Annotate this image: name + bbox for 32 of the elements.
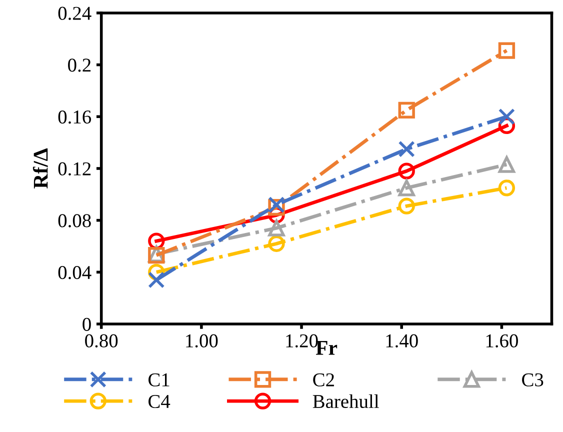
point	[148, 272, 165, 288]
y-tick-label: 0.08	[58, 214, 91, 228]
y-tick-label: 0.16	[58, 110, 92, 124]
x-tick-label: 0.80	[85, 334, 118, 348]
x-tick-label: 1.40	[386, 334, 418, 348]
x-axis-title: Fr	[316, 341, 338, 355]
x-tick-label: 1.00	[186, 334, 218, 348]
legend-label: Barehull	[312, 394, 379, 408]
point	[498, 42, 516, 59]
point	[398, 180, 415, 196]
point	[398, 140, 415, 158]
y-tick-label: 0.24	[58, 6, 92, 20]
point	[498, 108, 516, 125]
y-tick-label: 0.2	[68, 58, 91, 72]
point	[268, 235, 285, 252]
y-tick-label: 0.04	[58, 266, 92, 280]
legend-label: C3	[522, 373, 544, 386]
y-tick-label: 0	[82, 318, 91, 331]
legend-label: C4	[148, 394, 170, 408]
y-axis-title: Rf/Δ	[32, 148, 48, 189]
point	[498, 180, 516, 196]
legend-label: C2	[313, 373, 334, 386]
point	[268, 220, 285, 236]
point	[498, 156, 516, 173]
point	[398, 198, 415, 214]
x-tick-label: 1.60	[486, 334, 518, 348]
legend-label: C1	[148, 373, 170, 386]
x-tick-label: 1.20	[286, 334, 318, 348]
point	[398, 102, 415, 118]
point	[398, 162, 415, 180]
point	[268, 196, 285, 214]
y-tick-label: 0.12	[58, 162, 91, 176]
